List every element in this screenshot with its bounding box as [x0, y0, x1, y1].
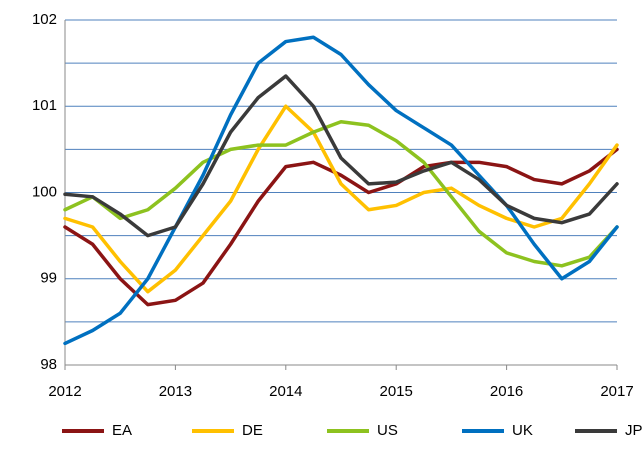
- x-tick-label: 2014: [269, 383, 302, 400]
- x-tick-label: 2016: [490, 383, 523, 400]
- line-series: [63, 35, 619, 346]
- x-tick-label: 2015: [380, 383, 413, 400]
- line-series: [63, 104, 619, 294]
- y-tick-label: 99: [40, 270, 57, 287]
- y-tick-label: 102: [32, 11, 57, 28]
- y-tick-label: 100: [32, 183, 57, 200]
- line-series: [63, 74, 619, 238]
- x-tick-label: 2012: [48, 383, 81, 400]
- line-series: [63, 120, 619, 268]
- legend-label: JP: [625, 422, 643, 439]
- legend-label: US: [377, 422, 398, 439]
- y-tick-label: 98: [40, 356, 57, 373]
- line-series: [63, 147, 619, 307]
- legend-label: EA: [112, 422, 132, 439]
- legend-label: UK: [512, 422, 533, 439]
- legend-label: DE: [242, 422, 263, 439]
- x-tick-label: 2013: [159, 383, 192, 400]
- y-tick-label: 101: [32, 97, 57, 114]
- x-tick-label: 2017: [600, 383, 633, 400]
